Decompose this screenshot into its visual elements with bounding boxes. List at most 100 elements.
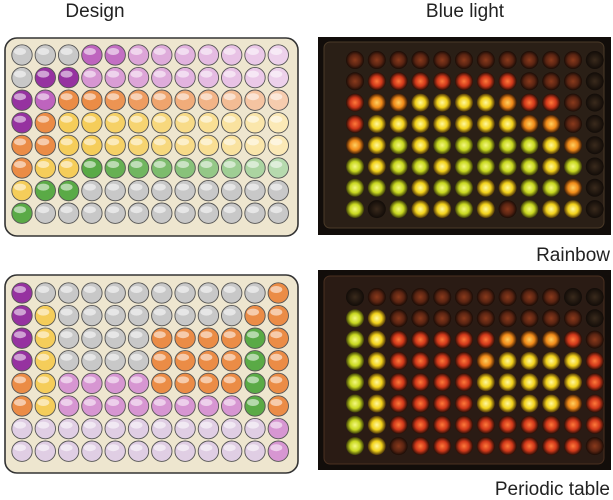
photo-well <box>367 136 386 155</box>
well <box>244 395 266 417</box>
well-highlight <box>223 286 236 293</box>
well <box>221 44 243 66</box>
photo-well <box>433 200 452 219</box>
photo-well <box>455 309 473 328</box>
well-highlight <box>177 331 190 339</box>
well <box>104 112 126 134</box>
well-highlight <box>200 376 213 384</box>
well-highlight <box>247 353 259 361</box>
well-highlight <box>14 421 26 429</box>
well-highlight <box>153 138 166 146</box>
well <box>197 202 220 224</box>
well-highlight <box>60 331 73 339</box>
well-highlight <box>83 399 96 406</box>
well-highlight <box>83 183 96 191</box>
well-highlight <box>223 353 236 361</box>
well-highlight <box>14 115 26 123</box>
photo-well <box>476 394 495 413</box>
well-highlight <box>130 308 143 316</box>
well-highlight <box>37 308 50 316</box>
well-highlight <box>270 308 283 316</box>
well <box>34 304 56 327</box>
well-highlight <box>153 421 166 429</box>
well <box>151 372 173 395</box>
photo-well <box>564 437 582 456</box>
photo-well <box>542 288 561 306</box>
well-highlight <box>153 115 166 123</box>
photo-well <box>564 178 582 197</box>
photo-well <box>346 93 364 112</box>
photo-well <box>585 200 604 219</box>
well <box>197 304 220 327</box>
photo-well <box>585 157 604 176</box>
well-highlight <box>200 48 213 55</box>
photo-well <box>585 51 604 69</box>
photo-well <box>389 309 408 328</box>
well-highlight <box>83 70 96 78</box>
well-highlight <box>37 115 50 123</box>
well-highlight <box>130 331 143 339</box>
well-highlight <box>37 286 50 293</box>
photo-well <box>411 93 430 112</box>
photo-well <box>542 72 561 91</box>
well-highlight <box>130 376 143 384</box>
well-highlight <box>83 421 96 429</box>
photo-well <box>520 415 539 434</box>
photo-well <box>389 93 408 112</box>
well <box>174 89 196 111</box>
well-highlight <box>153 331 166 339</box>
photo-well <box>476 351 495 370</box>
photo-well <box>585 330 604 349</box>
well-highlight <box>60 138 73 146</box>
well-highlight <box>247 376 259 384</box>
photo-well <box>367 72 386 91</box>
photo-well <box>585 415 604 434</box>
well-highlight <box>37 183 50 191</box>
well <box>244 66 266 89</box>
well <box>127 179 150 202</box>
photo-well <box>346 394 364 413</box>
photo-well <box>433 437 452 456</box>
well-highlight <box>37 206 50 214</box>
photo-well <box>346 415 364 434</box>
photo-well <box>520 351 539 370</box>
photo-well <box>564 394 582 413</box>
photo-well <box>346 437 364 456</box>
well-highlight <box>177 138 190 146</box>
well <box>11 327 33 349</box>
well <box>197 112 220 134</box>
well-highlight <box>83 138 96 146</box>
photo-well <box>367 437 386 456</box>
well <box>197 44 220 66</box>
well-highlight <box>200 115 213 123</box>
well-highlight <box>223 138 236 146</box>
well-highlight <box>37 48 50 55</box>
well <box>151 304 173 327</box>
well <box>57 44 80 66</box>
well <box>174 440 196 462</box>
well <box>34 179 56 202</box>
well-highlight <box>83 48 96 55</box>
well <box>34 282 56 304</box>
photo-well <box>564 309 582 328</box>
photo-well <box>564 72 582 91</box>
photo-well <box>389 394 408 413</box>
well <box>174 304 196 327</box>
well-highlight <box>83 115 96 123</box>
photo-well <box>346 373 364 392</box>
well <box>11 134 33 157</box>
well-highlight <box>153 183 166 191</box>
photo-well <box>585 351 604 370</box>
well <box>11 417 33 440</box>
well-highlight <box>130 399 143 406</box>
well <box>197 395 220 417</box>
photo-well <box>367 114 386 133</box>
well-highlight <box>60 399 73 406</box>
well <box>57 179 80 202</box>
well <box>11 66 33 89</box>
well-highlight <box>153 308 166 316</box>
well-highlight <box>14 331 26 339</box>
photo-well <box>455 72 473 91</box>
photo-well <box>476 51 495 69</box>
well <box>221 157 243 179</box>
